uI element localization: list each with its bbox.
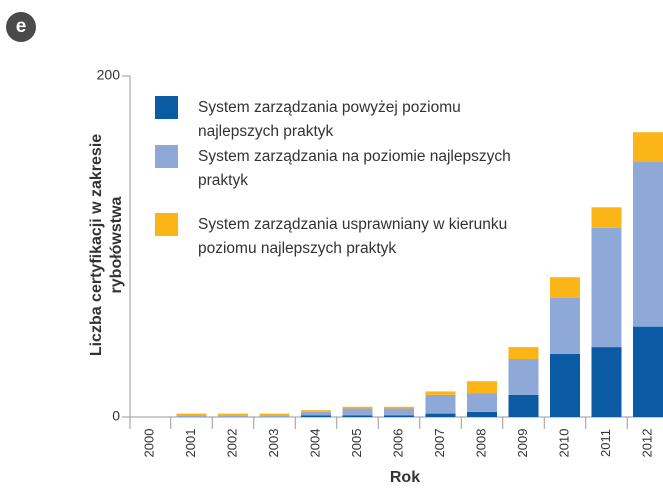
x-tick-label: 2002 [224,429,239,458]
bar-segment [301,410,331,412]
bar-segment [550,277,580,298]
legend-item: System zarządzania powyżej poziomu najle… [155,96,538,144]
bar-segment [633,326,663,417]
legend-label: System zarządzania usprawniany w kierunk… [198,216,508,257]
x-tick-label: 2009 [515,429,530,458]
bar-segment [467,393,497,412]
x-axis-label: Rok [390,469,420,486]
bar-segment [425,413,456,417]
bar-segment [218,415,248,417]
bar-segment [591,227,622,348]
x-tick-label: 2011 [598,429,613,457]
bar-segment [633,161,663,327]
bar-segment [384,415,414,417]
legend-label: System zarządzania na poziomie najlepszy… [198,148,511,189]
bar-segment [425,391,456,395]
bar-segment [342,415,373,417]
x-tick-label: 2004 [307,429,322,458]
bar-segment [301,415,331,417]
panel-label: e [6,12,36,42]
bar-segment [384,408,414,416]
bar-segment [259,415,290,417]
x-tick-label: 2008 [473,429,488,458]
x-tick-label: 2005 [349,429,364,458]
legend-swatch [155,145,178,168]
x-tick-label: 2006 [390,429,405,458]
bar-segment [259,413,290,416]
x-tick-label: 2003 [266,429,281,458]
bar-segment [550,353,580,417]
x-tick-label: 2000 [141,429,156,458]
bar-segment [508,359,539,395]
x-tick-label: 2007 [432,429,447,458]
bar-segment [384,406,414,409]
bar-segment [591,347,622,417]
bar-segment [508,347,539,360]
bar-segment [633,132,663,162]
bar-segment [176,413,207,416]
bar-segment [342,406,373,409]
bar-segment [342,408,373,416]
bar-segment [591,207,622,228]
y-axis-label: Liczba certyfikacji w zakresie rybołówst… [88,133,125,357]
bar-segment [467,411,497,417]
bar-segment [425,394,456,414]
y-tick-label: 0 [112,408,120,424]
legend-item: System zarządzania na poziomie najlepszy… [155,145,538,193]
legend-swatch [155,96,178,119]
legend-label: System zarządzania powyżej poziomu najle… [198,99,461,140]
x-tick-label: 2012 [639,429,654,458]
bar-segment [550,297,580,354]
legend-swatch [155,213,178,236]
x-tick-label: 2001 [183,429,198,458]
bar-segment [218,413,248,416]
bar-segment [301,411,331,416]
bar-segment [508,394,539,417]
x-tick-label: 2010 [556,429,571,458]
y-tick-label: 200 [97,67,121,83]
bar-segment [176,415,207,417]
legend-item: System zarządzania usprawniany w kierunk… [155,213,538,261]
bar-segment [467,381,497,394]
